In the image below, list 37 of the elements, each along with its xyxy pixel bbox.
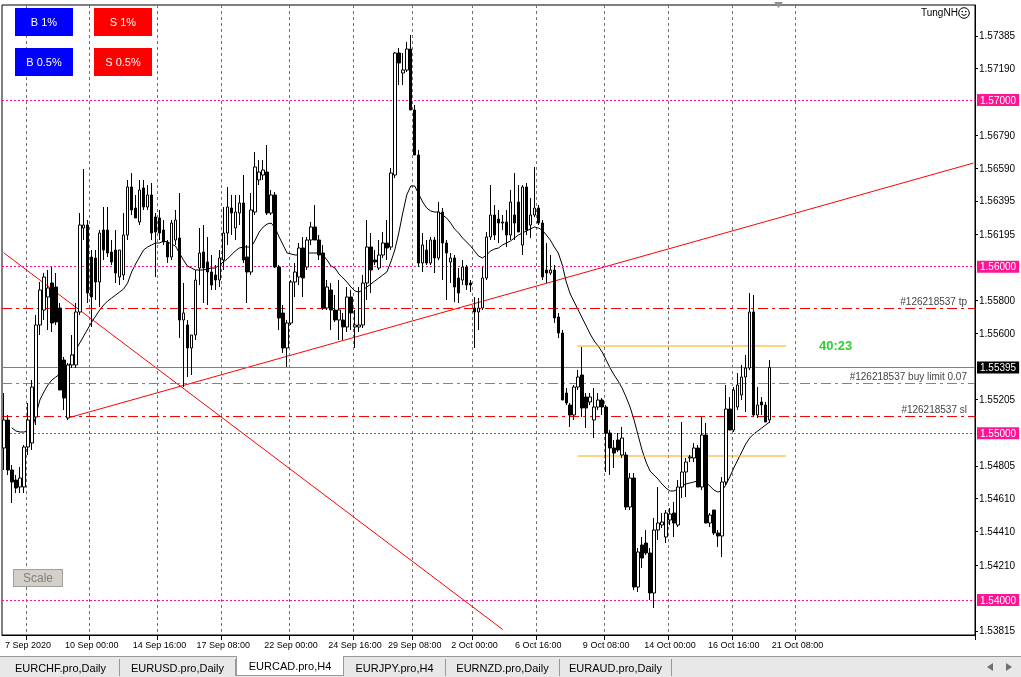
x-tick-label: 22 Sep 00:00: [264, 639, 318, 650]
y-tick-label: 1.54805: [979, 460, 1016, 472]
y-tick-label: 1.56790: [979, 129, 1016, 141]
x-tick-label: 10 Sep 00:00: [64, 639, 119, 650]
x-tick-label: 2 Oct 00:00: [451, 639, 498, 650]
y-tick-label: 1.57190: [979, 62, 1016, 74]
ref-line-label: 1.54000: [980, 594, 1017, 606]
x-tick-label: 24 Sep 16:00: [328, 639, 382, 650]
x-tick-label: 16 Oct 16:00: [707, 639, 760, 650]
x-tick-label: 7 Sep 2020: [4, 639, 51, 650]
y-tick-label: 1.55800: [979, 294, 1016, 306]
y-tick-label: 1.54410: [979, 526, 1016, 538]
x-tick-label: 14 Sep 16:00: [132, 639, 187, 650]
ref-line-label: 1.57000: [980, 94, 1017, 106]
ref-line-label: #126218537 sl: [901, 404, 967, 416]
y-tick-label: 1.56195: [979, 228, 1016, 240]
x-tick-label: 6 Oct 16:00: [515, 639, 562, 650]
y-tick-label: 1.57385: [979, 30, 1016, 42]
y-tick-label: 1.55600: [979, 327, 1016, 339]
x-tick-label: 9 Oct 08:00: [582, 639, 630, 650]
annotation: TungNH: [921, 7, 958, 18]
y-tick-label: 1.56590: [979, 162, 1016, 174]
ref-line-label: #126218537 buy limit 0.07: [849, 370, 968, 382]
x-tick-label: 17 Sep 08:00: [196, 639, 251, 650]
x-tick-label: 29 Sep 08:00: [387, 639, 442, 650]
y-tick-label: 1.56395: [979, 195, 1016, 207]
y-tick-label: 1.55205: [979, 393, 1016, 405]
ref-line-label: 1.55395: [980, 362, 1017, 373]
y-tick-label: 1.54210: [979, 559, 1016, 571]
annotation: 40:23: [819, 338, 853, 353]
ref-line-label: 1.55000: [980, 427, 1017, 439]
y-tick-label: 1.54610: [979, 492, 1016, 504]
ref-line-label: 1.56000: [980, 261, 1017, 273]
ref-line-label: #126218537 tp: [900, 295, 968, 307]
x-tick-label: 21 Oct 08:00: [771, 639, 824, 650]
x-tick-label: 14 Oct 00:00: [644, 639, 696, 650]
y-tick-label: 1.53815: [979, 625, 1016, 637]
